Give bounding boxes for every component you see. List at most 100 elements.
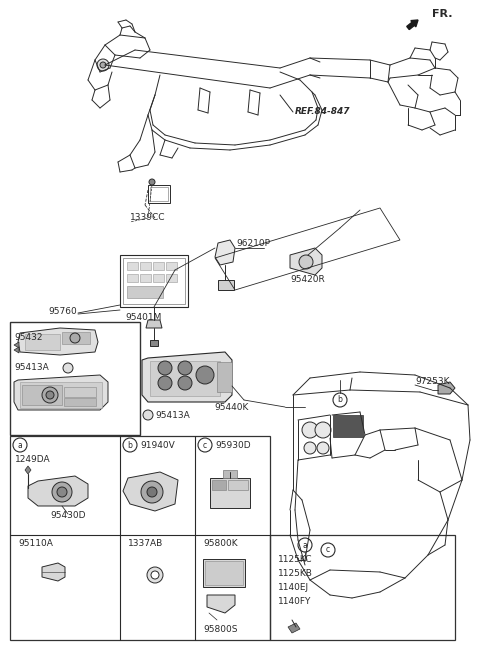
Polygon shape xyxy=(42,563,65,581)
Circle shape xyxy=(321,543,335,557)
Text: 1140FY: 1140FY xyxy=(278,597,312,605)
Bar xyxy=(218,280,234,290)
Bar xyxy=(140,262,151,270)
Circle shape xyxy=(151,571,159,579)
Text: 95413A: 95413A xyxy=(14,364,49,373)
Text: 1125KC: 1125KC xyxy=(278,555,312,563)
Circle shape xyxy=(178,361,192,375)
Bar xyxy=(22,385,62,405)
Bar xyxy=(203,559,245,587)
Text: REF.84-847: REF.84-847 xyxy=(295,107,350,117)
Circle shape xyxy=(304,442,316,454)
Bar xyxy=(120,255,188,307)
Circle shape xyxy=(143,410,153,420)
Bar xyxy=(150,187,168,201)
Circle shape xyxy=(100,62,106,68)
Text: 95440K: 95440K xyxy=(214,403,248,411)
Bar xyxy=(150,361,220,396)
Polygon shape xyxy=(25,466,31,474)
Polygon shape xyxy=(150,340,158,346)
Text: 1140EJ: 1140EJ xyxy=(278,582,309,591)
Circle shape xyxy=(57,487,67,497)
Text: 1337AB: 1337AB xyxy=(128,540,163,548)
Circle shape xyxy=(123,438,137,452)
Circle shape xyxy=(196,366,214,384)
Polygon shape xyxy=(18,328,98,355)
Text: FR.: FR. xyxy=(432,9,453,19)
Text: b: b xyxy=(337,396,342,405)
Bar xyxy=(140,274,151,282)
Circle shape xyxy=(70,333,80,343)
Bar xyxy=(127,274,138,282)
Text: b: b xyxy=(128,441,132,449)
FancyArrow shape xyxy=(407,20,418,29)
Polygon shape xyxy=(14,342,19,348)
Text: 1339CC: 1339CC xyxy=(130,214,166,223)
Bar xyxy=(62,332,90,344)
Circle shape xyxy=(315,422,331,438)
Text: 97253K: 97253K xyxy=(415,377,449,386)
Polygon shape xyxy=(28,476,88,506)
Bar xyxy=(123,258,185,304)
Text: 95930D: 95930D xyxy=(215,441,251,449)
Circle shape xyxy=(333,393,347,407)
Polygon shape xyxy=(146,320,162,328)
Text: 1249DA: 1249DA xyxy=(15,455,50,464)
Circle shape xyxy=(52,482,72,502)
Polygon shape xyxy=(215,240,235,265)
Text: a: a xyxy=(18,441,23,449)
Bar xyxy=(64,398,96,406)
Circle shape xyxy=(298,538,312,552)
Polygon shape xyxy=(142,352,232,402)
Bar xyxy=(166,274,177,282)
Text: a: a xyxy=(302,540,307,550)
Circle shape xyxy=(63,363,73,373)
Text: 95401M: 95401M xyxy=(125,314,161,322)
Bar xyxy=(127,262,138,270)
Circle shape xyxy=(317,442,329,454)
Text: 95430D: 95430D xyxy=(50,512,85,521)
Polygon shape xyxy=(14,375,108,410)
Polygon shape xyxy=(438,382,455,394)
Polygon shape xyxy=(14,347,19,353)
Circle shape xyxy=(178,376,192,390)
Text: 95432: 95432 xyxy=(14,333,43,341)
Text: 95800K: 95800K xyxy=(203,540,238,548)
Bar xyxy=(25,334,60,350)
Text: 95800S: 95800S xyxy=(203,626,238,635)
Circle shape xyxy=(46,391,54,399)
Bar xyxy=(223,470,237,478)
Text: 91940V: 91940V xyxy=(140,441,175,449)
Bar xyxy=(153,262,164,270)
Text: c: c xyxy=(326,546,330,555)
Text: c: c xyxy=(203,441,207,449)
Circle shape xyxy=(147,567,163,583)
Text: 96210P: 96210P xyxy=(236,240,270,248)
Text: 95420R: 95420R xyxy=(290,276,325,284)
Bar xyxy=(228,480,248,490)
Circle shape xyxy=(97,59,109,71)
Bar xyxy=(205,561,243,585)
Polygon shape xyxy=(207,595,235,613)
Circle shape xyxy=(158,376,172,390)
Circle shape xyxy=(302,422,318,438)
Circle shape xyxy=(141,481,163,503)
Circle shape xyxy=(42,387,58,403)
Text: 95110A: 95110A xyxy=(18,540,53,548)
Circle shape xyxy=(158,361,172,375)
Bar xyxy=(166,262,177,270)
Circle shape xyxy=(149,179,155,185)
Polygon shape xyxy=(123,472,178,511)
Polygon shape xyxy=(290,248,322,275)
Bar xyxy=(10,436,270,640)
Bar xyxy=(148,185,170,203)
Bar xyxy=(64,387,96,397)
Bar xyxy=(127,286,163,298)
Bar xyxy=(212,480,226,490)
Circle shape xyxy=(198,438,212,452)
Bar xyxy=(270,535,455,640)
Circle shape xyxy=(13,438,27,452)
Bar xyxy=(20,382,102,408)
Text: 1125KB: 1125KB xyxy=(278,569,313,578)
Text: 95413A: 95413A xyxy=(155,411,190,421)
